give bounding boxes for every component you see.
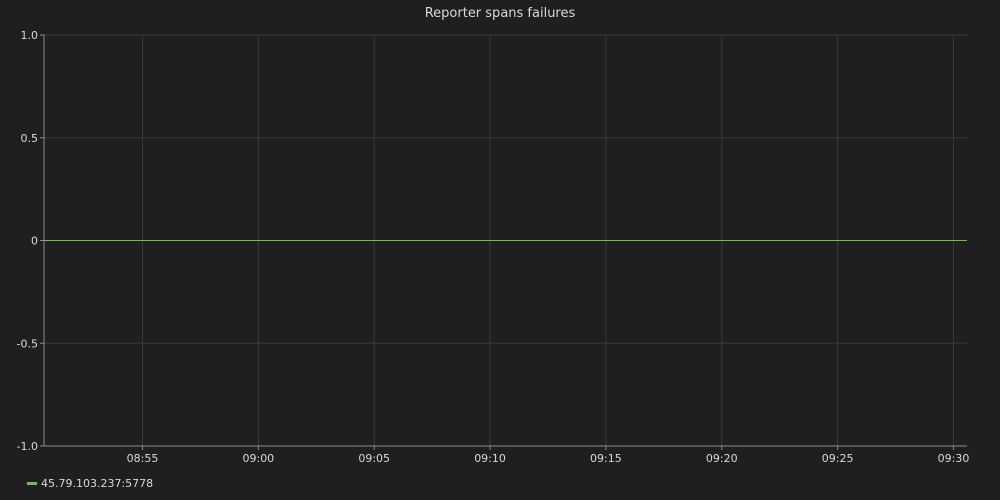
y-tick-label: 1.0 (21, 29, 39, 42)
x-tick-label: 09:30 (938, 452, 970, 465)
legend-label[interactable]: 45.79.103.237:5778 (41, 477, 154, 490)
x-tick-label: 09:20 (706, 452, 738, 465)
x-tick-label: 09:05 (358, 452, 390, 465)
x-tick-label: 09:15 (590, 452, 622, 465)
x-tick-label: 09:10 (474, 452, 506, 465)
y-tick-label: 0.5 (21, 132, 39, 145)
x-tick-label: 08:55 (127, 452, 159, 465)
y-tick-label: 0 (31, 235, 38, 248)
legend[interactable]: 45.79.103.237:5778 (27, 477, 153, 490)
y-tick-label: -1.0 (17, 440, 38, 453)
y-tick-label: -0.5 (17, 337, 38, 350)
chart-title: Reporter spans failures (424, 6, 576, 21)
legend-swatch (27, 482, 37, 485)
x-tick-label: 09:00 (242, 452, 274, 465)
x-tick-label: 09:25 (822, 452, 854, 465)
chart-plot-area: 1.0 0.5 0 -0.5 -1.0 08:55 09:00 09:05 09:10 09:15… (17, 29, 970, 465)
